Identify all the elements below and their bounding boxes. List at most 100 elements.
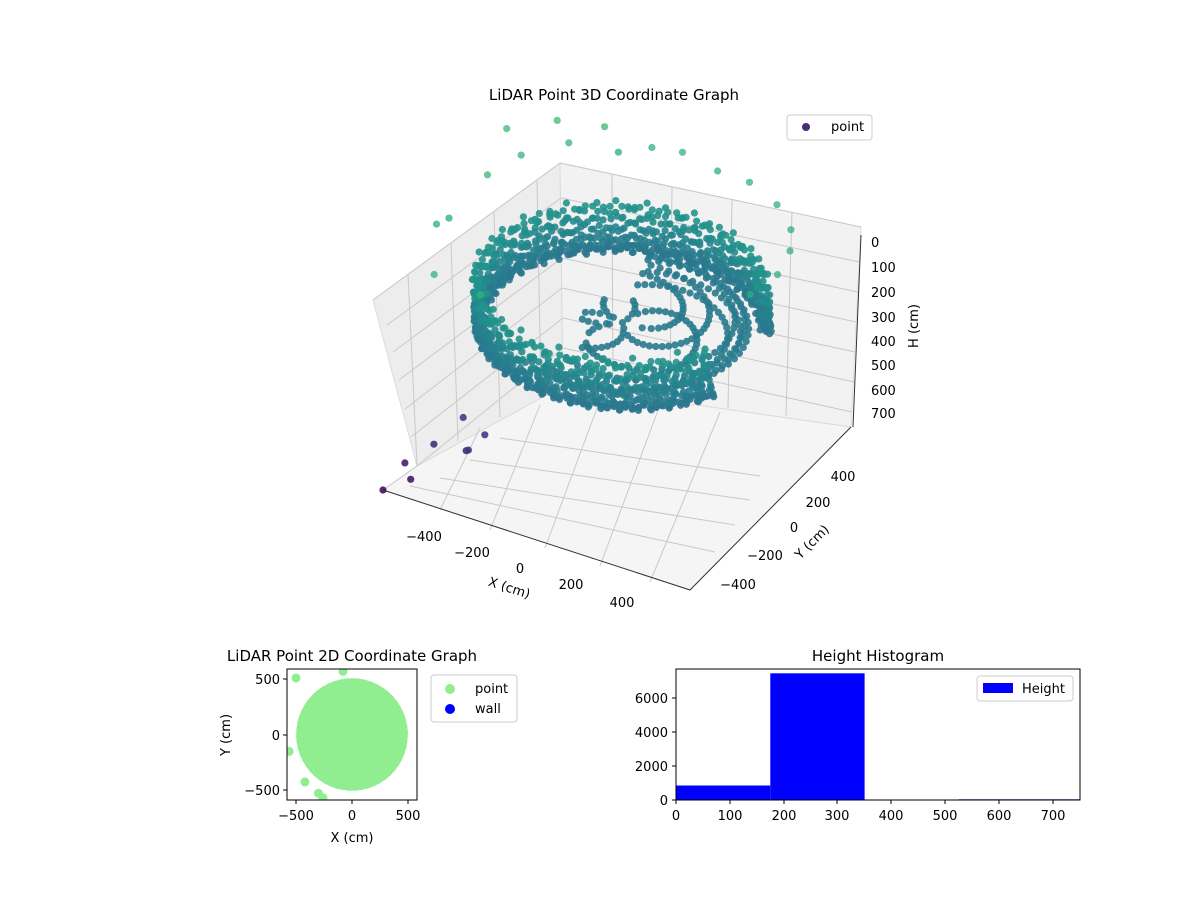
point-3d xyxy=(647,325,655,333)
point-3d xyxy=(588,308,596,316)
point-3d xyxy=(691,227,699,235)
point-2d-cluster xyxy=(300,682,404,787)
point-3d xyxy=(535,358,543,366)
point-3d xyxy=(672,371,680,379)
point-3d xyxy=(581,308,590,316)
point-3d xyxy=(700,349,708,357)
point-3d xyxy=(498,225,506,234)
point-3d xyxy=(642,392,650,400)
point-3d xyxy=(639,340,647,349)
hist-y-tick: 0 xyxy=(660,794,668,809)
point-3d xyxy=(661,226,669,235)
point-3d xyxy=(695,367,703,375)
point-3d xyxy=(766,321,775,329)
point-3d xyxy=(612,208,620,216)
point-3d xyxy=(750,271,758,279)
point-3d xyxy=(692,283,700,291)
x-tick-label: −200 xyxy=(454,546,490,561)
point-3d xyxy=(621,400,629,408)
z-tick-label: 500 xyxy=(871,359,896,374)
point-3d xyxy=(612,236,620,244)
histogram-bar xyxy=(676,785,771,800)
point-3d xyxy=(519,341,528,349)
x-tick-label-2d: −500 xyxy=(278,809,314,824)
point-3d xyxy=(379,486,387,494)
point-3d xyxy=(599,365,607,373)
point-3d xyxy=(517,326,525,334)
point-3d xyxy=(493,356,501,364)
point-3d xyxy=(722,340,731,348)
point-3d xyxy=(487,296,496,304)
point-3d xyxy=(510,237,518,245)
point-3d xyxy=(740,327,748,336)
point-3d xyxy=(624,203,632,211)
point-3d xyxy=(503,357,511,366)
point-3d xyxy=(678,243,686,251)
point-3d xyxy=(767,327,775,335)
point-3d xyxy=(672,271,681,279)
point-3d xyxy=(599,355,607,363)
point-3d xyxy=(724,360,733,368)
point-3d xyxy=(598,343,606,351)
point-3d xyxy=(581,352,589,361)
point-3d xyxy=(699,256,707,264)
point-3d xyxy=(569,371,577,379)
point-3d xyxy=(692,351,700,359)
point-3d xyxy=(747,252,755,260)
point-3d xyxy=(718,365,726,373)
point-3d xyxy=(624,315,632,323)
point-3d xyxy=(630,368,638,376)
point-3d xyxy=(503,345,511,353)
point-3d xyxy=(556,351,564,359)
z-tick-label: 100 xyxy=(871,261,896,276)
point-3d xyxy=(624,241,632,249)
point-3d xyxy=(689,259,697,267)
point-3d xyxy=(773,271,782,279)
point-3d xyxy=(629,354,637,362)
point-3d xyxy=(549,392,558,400)
point-3d xyxy=(584,317,592,325)
z-tick-label: 200 xyxy=(871,286,896,301)
point-3d xyxy=(561,217,569,225)
point-3d xyxy=(689,384,697,392)
point-3d xyxy=(534,246,542,254)
point-3d xyxy=(704,260,712,268)
point-3d xyxy=(594,207,602,215)
legend-3d: point xyxy=(786,114,873,141)
point-3d xyxy=(631,383,640,392)
point-3d xyxy=(591,344,600,352)
point-3d xyxy=(725,295,733,303)
point-3d xyxy=(773,201,781,209)
point-3d xyxy=(513,376,521,384)
point-3d xyxy=(617,363,625,371)
point-3d xyxy=(487,334,495,342)
hist-x-tick: 300 xyxy=(825,809,850,824)
point-3d xyxy=(589,202,597,210)
point-3d xyxy=(651,253,659,261)
legend-3d-label: point xyxy=(831,120,864,135)
point-3d xyxy=(501,324,509,332)
x-tick-label: −400 xyxy=(406,530,442,545)
point-3d xyxy=(656,392,664,400)
ticks-histogram xyxy=(672,697,1054,804)
hist-x-tick: 500 xyxy=(933,809,958,824)
point-3d xyxy=(497,233,506,241)
point-3d xyxy=(711,349,719,357)
histogram-bar xyxy=(770,673,865,800)
point-3d xyxy=(556,245,564,253)
point-3d xyxy=(722,231,730,239)
legend-hist-swatch xyxy=(983,683,1013,693)
point-3d xyxy=(759,277,767,285)
point-3d xyxy=(476,281,484,289)
point-3d xyxy=(672,365,681,374)
x-axis-label-3d: X (cm) xyxy=(486,575,532,603)
point-3d xyxy=(670,248,678,256)
point-3d xyxy=(740,315,749,323)
point-3d xyxy=(651,388,659,396)
point-2d xyxy=(318,793,328,800)
point-3d xyxy=(578,315,587,323)
point-3d xyxy=(542,378,550,386)
point-3d xyxy=(643,199,651,207)
point-3d xyxy=(581,202,589,210)
point-3d xyxy=(757,264,765,272)
